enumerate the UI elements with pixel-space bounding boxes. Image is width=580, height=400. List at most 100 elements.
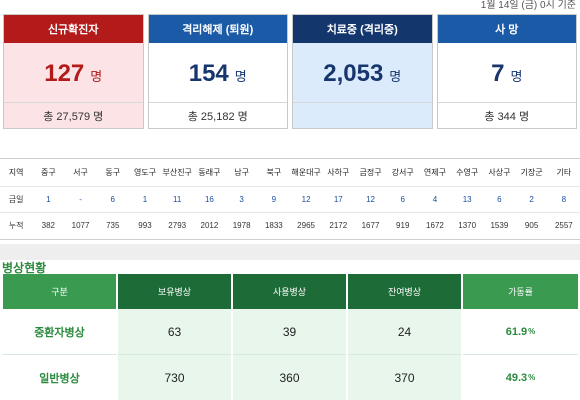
card-unit: 명 — [510, 69, 523, 84]
district-cell: 6 — [483, 185, 516, 212]
district-cell: 사상구 — [488, 168, 511, 178]
district-cell: 강서구 — [391, 168, 414, 178]
district-cell: 1539 — [483, 211, 516, 238]
card-value: 2,053 — [323, 60, 384, 87]
card-value: 7 — [491, 60, 505, 87]
bed-used-value: 39 — [233, 309, 346, 354]
district-cumulative-row: 누적 382 1077 735 993 2793 2012 1978 1833 2965 2172 1… — [0, 211, 580, 238]
deaths-card: 사 망 7 명 총 344 명 — [436, 14, 577, 129]
district-cell: 동래구 — [198, 168, 221, 178]
card-value-area: 154 명 — [148, 43, 287, 103]
district-cell: 1 — [32, 185, 65, 212]
bed-row-label: 일반병상 — [3, 354, 116, 400]
bed-header-used: 사용병상 — [233, 274, 346, 309]
card-total: 총 27,579 명 — [4, 103, 143, 128]
district-cell: 금정구 — [359, 168, 382, 178]
section-separator — [0, 244, 580, 260]
district-header-row: 지역 중구 서구 동구 영도구 부산진구 동래구 남구 북구 해운대구 사하구 금정구 강서구 연제구 수영… — [0, 160, 580, 186]
released-card: 격리해제 (퇴원) 154 명 총 25,182 명 — [147, 14, 288, 129]
district-cell: 수영구 — [456, 168, 479, 178]
bed-header-owned: 보유병상 — [118, 274, 231, 309]
district-cell: 6 — [96, 185, 129, 212]
card-value-area: 2,053 명 — [293, 43, 432, 103]
district-cell: 1677 — [354, 211, 387, 238]
district-cell: 부산진구 — [162, 168, 192, 178]
card-unit: 명 — [234, 69, 247, 84]
district-cell: 11 — [161, 185, 194, 212]
card-value: 127 — [44, 60, 85, 87]
bed-rate-value: 49.3% — [463, 354, 578, 400]
district-table: 지역 중구 서구 동구 영도구 부산진구 동래구 남구 북구 해운대구 사하구 금정구 강서구 연제구 수영… — [0, 160, 580, 238]
district-cell: 동구 — [105, 168, 121, 178]
district-cell: 사하구 — [327, 168, 350, 178]
card-total: 총 25,182 명 — [187, 110, 248, 123]
card-unit: 명 — [90, 69, 103, 84]
bed-used-value: 360 — [233, 354, 346, 400]
card-total — [293, 103, 432, 128]
bed-header-rate: 가동률 — [463, 274, 578, 309]
card-total: 총 344 명 — [484, 110, 530, 123]
district-cell: 기장군 — [520, 168, 543, 178]
district-cell: 연제구 — [423, 168, 446, 178]
bed-rate-percent: % — [528, 327, 536, 336]
bed-remaining-value: 24 — [348, 309, 461, 354]
district-cell: - — [64, 185, 97, 212]
district-cell: 1077 — [64, 211, 97, 238]
summary-cards: 신규확진자 127 명 총 27,579 명 격리해제 (퇴원) 154 명 총… — [3, 14, 577, 129]
bed-remaining-value: 370 — [348, 354, 461, 400]
district-cell: 9 — [257, 185, 290, 212]
bed-rate-value: 61.9% — [463, 309, 578, 354]
district-cell: 2012 — [193, 211, 226, 238]
in-treatment-card: 치료중 (격리중) 2,053 명 — [292, 14, 433, 129]
district-cell: 2965 — [289, 211, 323, 238]
district-cell: 서구 — [73, 168, 88, 178]
card-value-area: 127 명 — [4, 43, 143, 103]
district-cell: 13 — [451, 185, 484, 212]
bed-status-title: 병상현황 — [2, 261, 47, 275]
bed-row-label: 중환자병상 — [3, 309, 116, 354]
district-cell: 16 — [193, 185, 226, 212]
card-title: 격리해제 (퇴원) — [148, 15, 287, 43]
district-row-label: 누적 — [0, 211, 33, 238]
bed-header-remaining: 잔여병상 — [348, 274, 461, 309]
district-today-row: 금일 1-6 1 11 16 3 9 12 17 12 6 4 13 6 2 8 — [0, 185, 580, 212]
district-cell: 1370 — [451, 211, 484, 238]
bed-owned-value: 730 — [118, 354, 231, 400]
district-row-label: 금일 — [0, 185, 33, 212]
district-cell: 영도구 — [133, 168, 157, 178]
district-cell: 6 — [386, 185, 419, 212]
bed-header-category: 구분 — [3, 274, 116, 309]
district-cell: 2793 — [161, 211, 194, 238]
district-cell: 1672 — [418, 211, 452, 238]
bed-owned-value: 63 — [118, 309, 231, 354]
divider — [0, 158, 580, 159]
bed-rate-percent: % — [528, 373, 536, 382]
district-cell: 17 — [322, 185, 355, 212]
district-cell: 993 — [128, 211, 162, 238]
district-cell: 1978 — [225, 211, 258, 238]
card-title: 신규확진자 — [4, 15, 143, 43]
district-cell: 중구 — [40, 168, 56, 178]
card-title: 사 망 — [437, 15, 576, 43]
district-row-label: 지역 — [8, 168, 24, 178]
district-cell: 해운대구 — [291, 168, 321, 178]
district-cell: 12 — [289, 185, 323, 212]
district-cell: 2 — [515, 185, 548, 212]
new-cases-card: 신규확진자 127 명 총 27,579 명 — [3, 14, 144, 129]
district-cell: 2557 — [547, 211, 580, 238]
district-cell: 735 — [96, 211, 129, 238]
district-cell: 북구 — [266, 168, 282, 178]
district-cell: 12 — [354, 185, 387, 212]
district-cell: 905 — [515, 211, 548, 238]
card-unit: 명 — [389, 69, 402, 84]
bed-status-table: 구분 보유병상 사용병상 잔여병상 가동률 중환자병상 63 39 24 61.… — [3, 274, 578, 400]
district-cell: 남구 — [234, 168, 249, 178]
divider — [0, 239, 580, 240]
reference-date: 1월 14일 (금) 0시 기준 — [480, 0, 576, 11]
bed-rate-number: 49.3 — [505, 371, 528, 384]
district-cell: 3 — [225, 185, 258, 212]
district-cell: 1 — [128, 185, 162, 212]
card-value: 154 — [188, 60, 229, 87]
district-cell: 382 — [32, 211, 65, 238]
card-title: 치료중 (격리중) — [293, 15, 432, 43]
